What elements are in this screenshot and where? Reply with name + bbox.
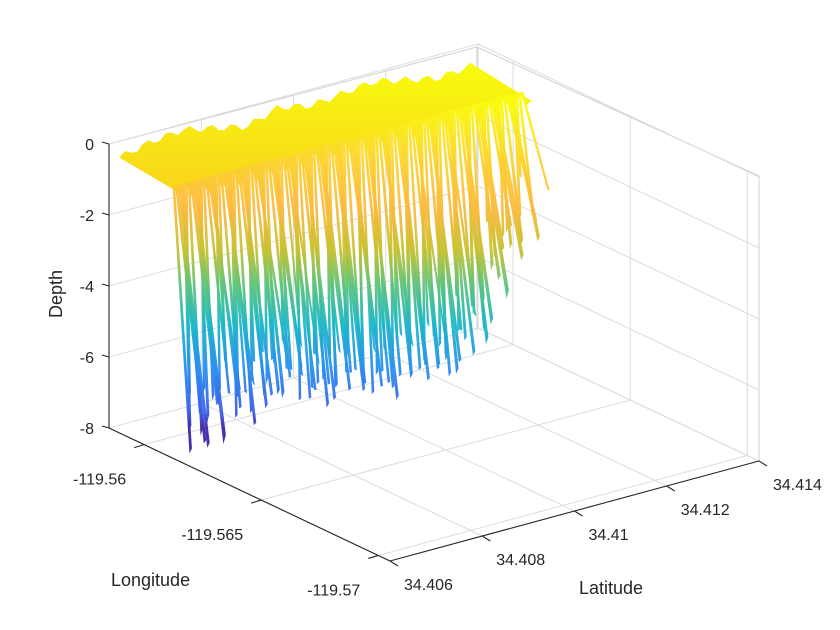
longitude-axis-label: Longitude — [111, 570, 190, 590]
surface-facet — [230, 170, 238, 418]
surface-facet — [435, 114, 442, 347]
latitude-tick — [758, 460, 768, 467]
surface-facet — [518, 92, 535, 217]
surface-facet — [360, 134, 375, 395]
surface-facet — [513, 93, 522, 219]
latitude-tick — [481, 535, 491, 542]
surface-facet — [405, 122, 412, 363]
surface-facet — [312, 147, 325, 380]
latitude-tick — [389, 560, 399, 567]
latitude-tick-label: 34.41 — [589, 527, 629, 544]
surface-facet — [310, 148, 316, 356]
surface-facet — [277, 157, 285, 346]
surface-facet — [520, 91, 550, 191]
longitude-axis-line — [108, 427, 391, 562]
z-tick — [101, 141, 110, 145]
longitude-tick — [133, 444, 145, 449]
surface-facet — [295, 152, 302, 401]
latitude-tick-label: 34.406 — [404, 577, 453, 594]
surface-facet — [483, 101, 489, 223]
surface-facet — [422, 117, 436, 339]
surface-facet — [420, 118, 426, 361]
latitude-tick-label: 34.408 — [496, 552, 545, 569]
surface-facet — [453, 109, 460, 333]
depth-surface — [119, 62, 550, 454]
surface-facet — [172, 185, 192, 454]
longitude-tick-label: -119.56 — [73, 472, 126, 489]
longitude-tick-label: -119.57 — [307, 582, 360, 599]
surface-plateau — [119, 62, 532, 200]
surface-facet — [340, 140, 348, 373]
floor-gridline — [385, 352, 667, 487]
z-tick — [101, 354, 110, 358]
surface-facet — [490, 99, 524, 261]
longitude-tick-label: -119.565 — [181, 527, 243, 544]
surface-facet — [515, 92, 522, 179]
surface-facet — [215, 174, 222, 390]
surface-facet — [297, 151, 314, 389]
latitude-tick — [574, 510, 583, 517]
surface-facet — [342, 139, 350, 350]
surface-facet — [390, 126, 399, 342]
surface-facet — [185, 182, 191, 395]
axes: 0 -2 -4 -6 -8 -119.56 -119.565 -119.57 34.406 3… — [73, 137, 822, 599]
depth-axis-label: Depth — [46, 270, 66, 318]
surface-facet — [372, 131, 379, 375]
surface-facet — [325, 144, 332, 355]
surface-facet — [375, 130, 386, 350]
surface-facet — [232, 169, 240, 398]
longitude-tick — [368, 554, 379, 559]
latitude-tick-label: 34.414 — [773, 477, 822, 494]
surface-facet — [503, 96, 524, 246]
surface-facet — [200, 178, 206, 393]
surface-facet — [250, 164, 264, 353]
floor-gridline — [293, 377, 575, 512]
surface-facet — [437, 113, 448, 355]
z-tick — [101, 212, 110, 216]
z-gridline — [477, 185, 760, 320]
floor-gridline — [477, 327, 760, 462]
surface-facet — [498, 97, 505, 239]
z-tick-label: -6 — [80, 350, 94, 367]
surface-facet — [357, 135, 364, 359]
surface-facet — [387, 127, 395, 369]
floor-gridline — [378, 454, 748, 556]
latitude-axis-label: Latitude — [579, 578, 643, 598]
surface-facet — [327, 143, 337, 388]
longitude-tick — [251, 499, 262, 504]
surface-facet — [202, 177, 215, 401]
surface-facet — [345, 138, 364, 376]
surface-facet — [280, 156, 288, 370]
z-tick — [101, 425, 110, 429]
surface-facet — [468, 105, 474, 301]
surface-facet — [187, 181, 204, 436]
surface-facet — [407, 121, 424, 343]
surface-facet — [455, 108, 474, 307]
z-gridline — [477, 43, 760, 178]
surface-facet — [470, 104, 485, 308]
surface-facet — [217, 173, 227, 366]
floor-gridline — [201, 402, 483, 537]
surface-facet — [262, 161, 269, 386]
surface-facet — [265, 160, 276, 364]
z-tick-label: 0 — [85, 137, 94, 154]
z-gridline — [477, 256, 760, 391]
surface-facet — [235, 168, 253, 414]
z-tick-label: -8 — [80, 421, 94, 438]
surface-facet — [247, 165, 254, 383]
latitude-tick — [666, 485, 676, 492]
surface-facet — [500, 96, 509, 232]
floor-gridline — [261, 399, 631, 501]
latitude-tick-label: 34.412 — [681, 502, 730, 519]
z-tick-label: -4 — [80, 279, 94, 296]
z-tick-label: -2 — [80, 208, 94, 225]
surface-facet — [485, 100, 497, 258]
z-tick — [101, 283, 110, 287]
